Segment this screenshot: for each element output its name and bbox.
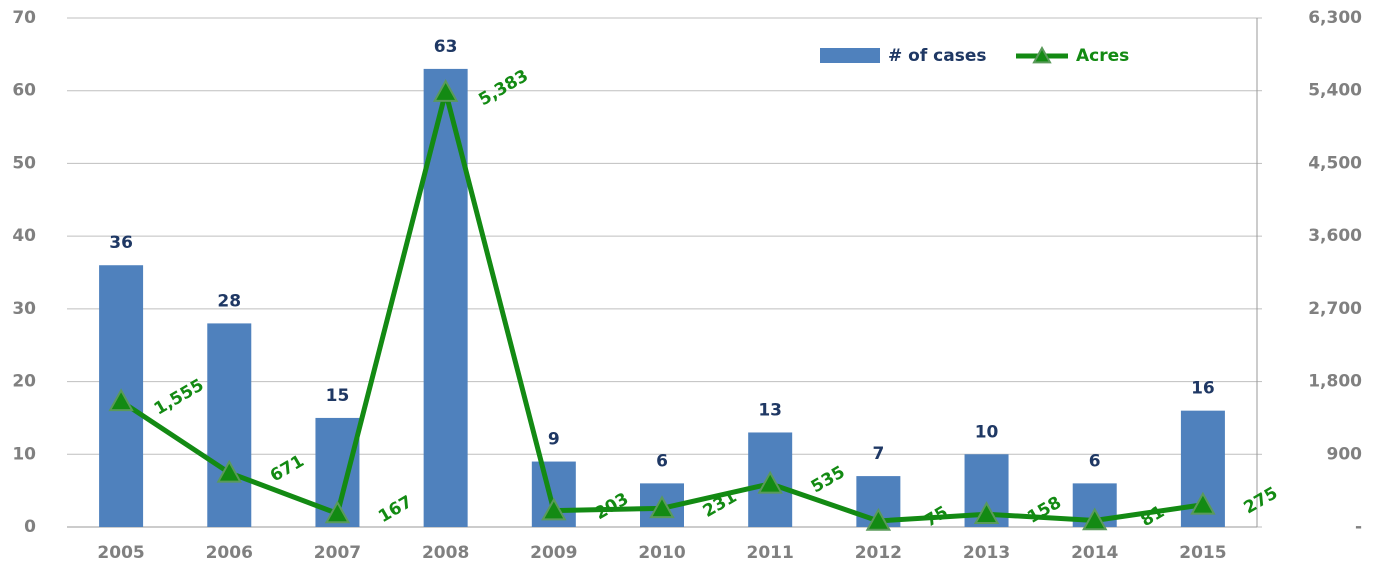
bar-value-label: 6 [656, 451, 668, 471]
bar-value-label: 9 [548, 430, 560, 450]
bar-value-label: 10 [975, 422, 999, 442]
y-tick-label: 50 [12, 153, 36, 173]
x-tick-label: 2010 [638, 543, 685, 563]
x-tick-label: 2015 [1179, 543, 1226, 563]
bar-value-label: 7 [872, 444, 884, 464]
acres-marker [541, 497, 567, 521]
x-tick-label: 2012 [855, 543, 902, 563]
bar [207, 323, 252, 527]
y-tick-label: 10 [12, 444, 36, 464]
x-tick-label: 2011 [747, 543, 794, 563]
y-tick-label: 60 [12, 81, 36, 101]
y2-tick-label: 4,500 [1308, 153, 1362, 173]
y2-tick-label: 6,300 [1308, 8, 1362, 28]
acres-marker [1082, 507, 1108, 531]
y2-tick-label: - [1355, 517, 1362, 537]
acres-value-label: 203 [591, 489, 632, 524]
legend-label: Acres [1076, 46, 1129, 66]
y-tick-label: 70 [12, 8, 36, 28]
acres-value-label: 5,383 [475, 66, 532, 110]
y2-tick-label: 900 [1327, 444, 1363, 464]
acres-marker [973, 501, 1000, 525]
acres-value-label: 671 [267, 451, 308, 486]
acres-value-label: 158 [1024, 493, 1065, 528]
x-tick-label: 2005 [97, 543, 144, 563]
bar-value-label: 16 [1191, 379, 1215, 399]
acres-marker [1190, 491, 1216, 515]
x-tick-label: 2014 [1071, 543, 1118, 563]
y-tick-label: 0 [24, 517, 36, 537]
legend-swatch [820, 48, 880, 63]
y-tick-label: 40 [12, 226, 36, 246]
acres-marker [432, 79, 459, 102]
legend-label: # of cases [888, 46, 986, 66]
x-tick-label: 2013 [963, 543, 1010, 563]
legend-marker [1032, 45, 1052, 64]
acres-marker [865, 507, 892, 531]
x-tick-label: 2008 [422, 543, 469, 563]
acres-value-label: 275 [1241, 483, 1282, 518]
bar [423, 68, 468, 528]
y2-tick-label: 2,700 [1308, 299, 1362, 319]
acres-value-label: 167 [375, 492, 416, 527]
bar-value-label: 6 [1089, 451, 1101, 471]
y2-tick-label: 5,400 [1308, 81, 1362, 101]
y2-tick-label: 1,800 [1308, 372, 1362, 392]
acres-marker [108, 388, 134, 412]
x-tick-label: 2007 [314, 543, 361, 563]
bar-value-label: 15 [326, 386, 350, 406]
y-tick-label: 20 [12, 372, 36, 392]
bar-value-label: 63 [434, 37, 458, 57]
bar-value-label: 36 [109, 233, 133, 253]
y2-tick-label: 3,600 [1308, 226, 1362, 246]
acres-marker [649, 495, 675, 519]
acres-value-label: 535 [808, 462, 849, 497]
acres-marker [324, 500, 351, 524]
bar-value-label: 28 [217, 291, 241, 311]
y-tick-label: 30 [12, 299, 36, 319]
acres-marker [757, 470, 783, 494]
x-tick-label: 2009 [530, 543, 577, 563]
x-tick-label: 2006 [206, 543, 253, 563]
bar-value-label: 13 [758, 400, 782, 420]
acres-marker [216, 459, 242, 483]
